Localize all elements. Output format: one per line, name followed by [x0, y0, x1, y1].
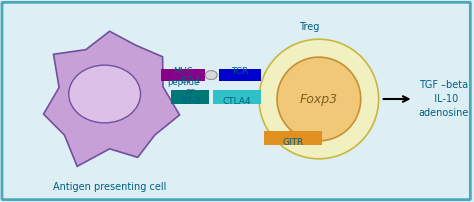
Text: Foxp3: Foxp3 [300, 93, 338, 105]
FancyBboxPatch shape [172, 90, 209, 104]
Text: TGF –beta
  IL-10
adenosine: TGF –beta IL-10 adenosine [418, 80, 469, 118]
FancyBboxPatch shape [162, 69, 205, 81]
Text: TCR: TCR [231, 67, 249, 76]
Text: MHC
peptide: MHC peptide [167, 67, 200, 86]
Ellipse shape [205, 71, 217, 80]
Ellipse shape [69, 65, 140, 123]
FancyBboxPatch shape [219, 69, 261, 81]
FancyBboxPatch shape [264, 131, 322, 145]
Circle shape [259, 39, 379, 159]
Text: B7-1
or
B7-2: B7-1 or B7-2 [180, 76, 201, 106]
FancyBboxPatch shape [213, 90, 261, 104]
Text: Treg: Treg [299, 22, 319, 32]
FancyBboxPatch shape [2, 2, 470, 200]
Polygon shape [44, 31, 180, 166]
Text: GITR: GITR [283, 138, 303, 147]
Text: CTLA4: CTLA4 [223, 97, 252, 106]
Text: Antigen presenting cell: Antigen presenting cell [53, 182, 166, 192]
Circle shape [277, 57, 361, 141]
